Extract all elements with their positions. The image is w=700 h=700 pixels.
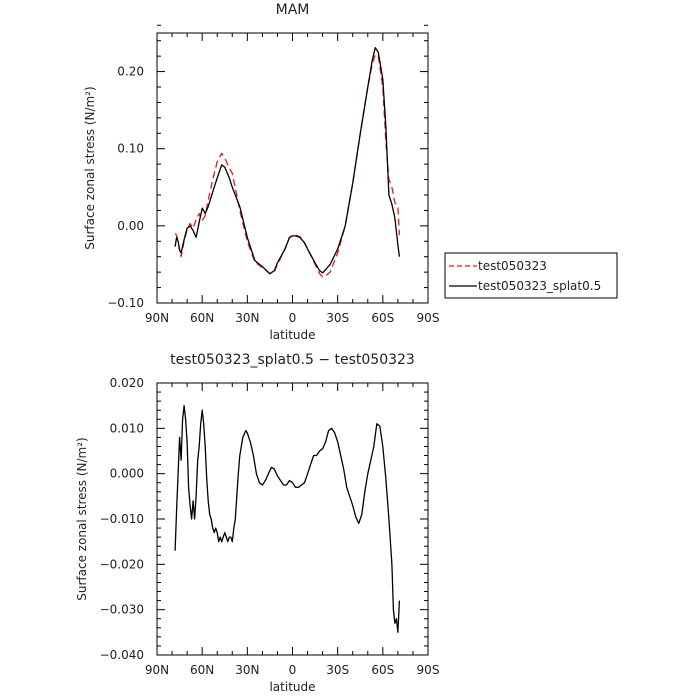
x-tick-label: 0 [289,663,297,677]
x-tick-label: 60N [190,663,214,677]
y-tick-label: −0.010 [100,512,144,526]
y-tick-label: 0.10 [117,142,144,156]
y-tick-label: 0.00 [117,219,144,233]
x-axis-label: latitude [269,328,315,342]
series-line-2 [174,47,401,275]
chart-panel-2: test050323_splat0.5 − test050323 90N 60N 30… [75,352,439,694]
x-tick-label: 30N [235,663,259,677]
x-tick-label: 60S [371,311,394,325]
chart-panel-1: MAM 90N 60N 30N 0 30S 60S 90S −0.10 0.00 0.10 0.20 l… [83,2,618,342]
legend: test050323 test050323_splat0.5 [444,252,618,299]
y-tick-label: −0.040 [100,648,144,662]
x-tick-label: 60S [371,663,394,677]
y-tick-label: 0.010 [110,421,144,435]
x-tick-label: 30N [235,311,259,325]
y-tick-label: −0.10 [107,296,144,310]
chart-title: MAM [276,2,310,18]
legend-entry-label: test050323_splat0.5 [478,279,601,293]
y-tick-label: 0.020 [110,376,144,390]
x-tick-label: 30S [326,311,349,325]
x-tick-label: 0 [289,311,297,325]
legend-entry-label: test050323 [478,259,547,273]
y-tick-label: 0.20 [117,65,144,79]
legend-box [444,252,618,299]
y-axis-label: Surface zonal stress (N/m²) [75,437,89,601]
y-tick-label: 0.000 [110,467,144,481]
plot-frame [156,382,429,656]
x-tick-label: 90N [145,311,169,325]
x-tick-label: 90S [417,311,440,325]
chart-title: test050323_splat0.5 − test050323 [170,352,415,368]
x-tick-label: 90S [417,663,440,677]
x-tick-label: 90N [145,663,169,677]
y-tick-label: −0.030 [100,603,144,617]
x-axis-label: latitude [269,680,315,694]
series-line-1 [174,405,401,633]
y-axis-label: Surface zonal stress (N/m²) [83,86,97,250]
x-tick-label: 30S [326,663,349,677]
x-tick-label: 60N [190,311,214,325]
y-tick-label: −0.020 [100,557,144,571]
